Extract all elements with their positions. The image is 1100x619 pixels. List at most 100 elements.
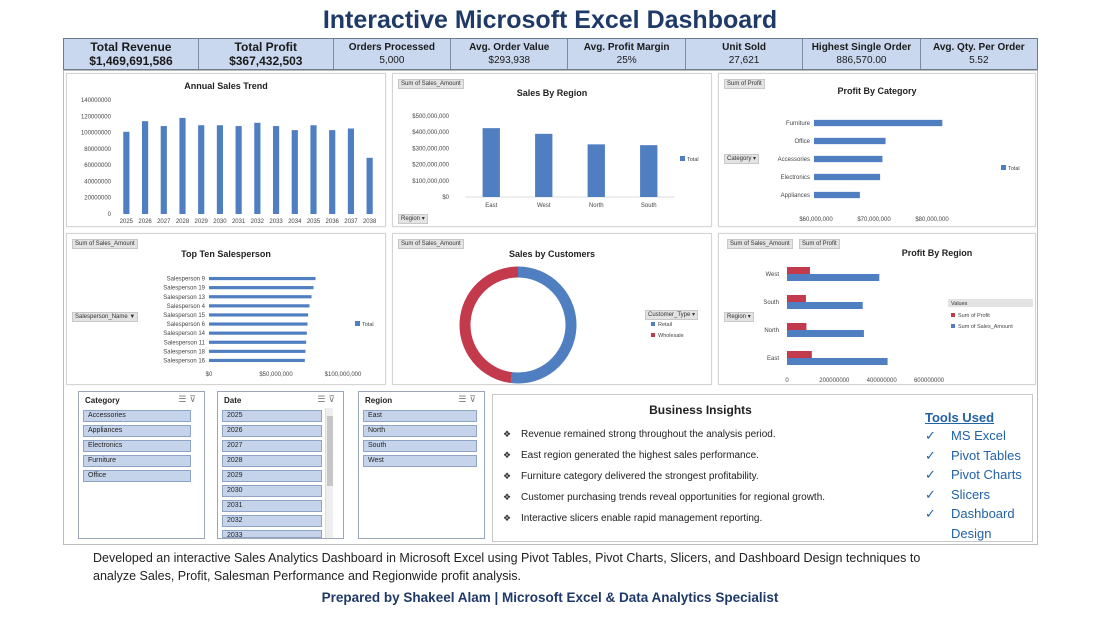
value-field-button[interactable]: Sum of Sales_Amount (398, 79, 464, 89)
category-slicer[interactable]: Category ☰⊽ Accessories Appliances Elect… (78, 391, 205, 539)
x-tick-label: 0 (785, 378, 789, 384)
x-tick-label: 400000000 (867, 378, 898, 384)
diamond-bullet-icon: ❖ (503, 429, 512, 439)
slicer-item[interactable]: 2030 (222, 485, 322, 497)
value-field-button[interactable]: Sum of Profit (724, 79, 765, 89)
slicer-item[interactable]: Office (83, 470, 191, 482)
multi-select-icon[interactable]: ☰ (458, 394, 470, 404)
slicer-toolbar: ☰⊽ (317, 394, 338, 405)
insight-text: East region generated the highest sales … (521, 450, 759, 461)
bar (787, 351, 812, 358)
value-field-button[interactable]: Sum of Sales_Amount (398, 239, 464, 249)
bar (814, 155, 883, 163)
kpi-value: 5,000 (379, 55, 405, 66)
legend-label: Sum of Profit (958, 313, 990, 319)
bar (141, 121, 149, 214)
sales-by-customers-chart[interactable]: Sum of Sales_Amount Sales by Customers R… (392, 233, 712, 385)
slicer-item[interactable]: Furniture (83, 455, 191, 467)
insight-text: Interactive slicers enable rapid managem… (521, 513, 763, 524)
tool-label: Slicers (951, 486, 991, 502)
profit-by-region-plot: West South North East 0 200000000 400000000 600… (763, 267, 1033, 384)
clear-filter-icon[interactable]: ⊽ (189, 394, 199, 404)
tools-used-list: Tools Used ✓ MS Excel ✓ Pivot Tables ✓ Pivo… (925, 409, 1035, 543)
slicer-item[interactable]: South (363, 440, 477, 452)
kpi-label: Total Profit (234, 40, 297, 54)
dashboard-title: Interactive Microsoft Excel Dashboard (322, 6, 778, 34)
tool-label: MS Excel (951, 428, 1006, 443)
x-tick-label: 2033 (269, 219, 283, 225)
profit-by-region-chart[interactable]: Sum of Sales_Amount Sum of Profit Profit… (718, 233, 1036, 385)
slicer-item[interactable]: 2027 (222, 440, 322, 452)
multi-select-icon[interactable]: ☰ (178, 394, 190, 404)
y-tick-label: $0 (442, 195, 449, 201)
slicer-item[interactable]: 2025 (222, 410, 322, 422)
bar (272, 126, 280, 214)
legend-swatch (951, 313, 955, 317)
x-tick-label: East (485, 203, 497, 209)
slicer-item[interactable]: East (363, 410, 477, 422)
axis-field-button[interactable]: Category ▾ (724, 154, 760, 164)
check-icon: ✓ (925, 506, 936, 521)
x-tick-label: $100,000,000 (325, 372, 362, 378)
slicer-item[interactable]: Accessories (83, 410, 191, 422)
clear-filter-icon[interactable]: ⊽ (469, 394, 479, 404)
bar (198, 125, 205, 214)
x-tick-label: 600000000 (914, 378, 945, 384)
y-tick-label: Salesperson 16 (163, 358, 205, 364)
slicer-item[interactable]: North (363, 425, 477, 437)
axis-field-button[interactable]: Region ▾ (398, 214, 428, 224)
value-field-button[interactable]: Sum of Sales_Amount (72, 239, 138, 249)
tool-item: ✓ Pivot Tables (925, 446, 1035, 466)
y-tick-label: $500,000,000 (412, 114, 449, 120)
y-tick-label: Salesperson 4 (167, 304, 206, 310)
x-tick-label: 2030 (213, 219, 227, 225)
axis-field-button[interactable]: Region ▾ (724, 312, 754, 322)
profit-by-category-chart[interactable]: Sum of Profit Profit By Category Furnitu… (718, 73, 1036, 227)
clear-filter-icon[interactable]: ⊽ (328, 394, 338, 404)
annual-sales-trend-chart[interactable]: Annual Sales Trend 0 20000000 40000000 6000… (66, 73, 386, 227)
doughnut-slice (459, 266, 519, 384)
bar (209, 295, 312, 299)
slicer-item[interactable]: 2032 (222, 515, 322, 527)
value-field-button[interactable]: Sum of Sales_Amount (727, 239, 793, 249)
scrollbar-thumb[interactable] (327, 416, 333, 486)
x-tick-label: $80,000,000 (915, 217, 949, 223)
x-tick-label: $70,000,000 (857, 217, 891, 223)
slicer-item[interactable]: Appliances (83, 425, 191, 437)
y-tick-label: East (767, 356, 779, 362)
slicer-item[interactable]: Electronics (83, 440, 191, 452)
y-tick-label: 0 (108, 212, 112, 218)
y-tick-label: Salesperson 9 (167, 277, 206, 283)
y-tick-label: Salesperson 19 (163, 286, 205, 292)
x-tick-label: 2035 (307, 219, 321, 225)
slicer-item[interactable]: 2031 (222, 500, 322, 512)
x-tick-label: 2026 (138, 219, 152, 225)
slicer-item[interactable]: West (363, 455, 477, 467)
axis-field-label: Category (727, 156, 752, 162)
x-tick-label: 2027 (157, 219, 171, 225)
author-credit: Prepared by Shakeel Alam | Microsoft Exc… (321, 590, 779, 605)
slicer-item[interactable]: 2028 (222, 455, 322, 467)
legend-label: Total (1008, 166, 1020, 172)
slicer-scrollbar[interactable] (325, 408, 333, 538)
x-tick-label: $50,000,000 (259, 372, 293, 378)
slicer-item[interactable]: 2033 (222, 530, 322, 538)
chart-title: Sales by Customers (508, 249, 596, 259)
y-tick-label: Electronics (781, 175, 810, 181)
slicer-item[interactable]: 2029 (222, 470, 322, 482)
axis-field-button[interactable]: Customer_Type ▾ (645, 310, 699, 320)
y-tick-label: 140000000 (81, 98, 112, 104)
sales-by-region-chart[interactable]: Sum of Sales_Amount Sales By Region $0 $1… (392, 73, 712, 227)
axis-field-button[interactable]: Salesperson_Name ▼ (72, 312, 139, 322)
multi-select-icon[interactable]: ☰ (317, 394, 329, 404)
y-tick-label: Furniture (786, 121, 811, 127)
kpi-label: Highest Single Order (811, 42, 912, 53)
kpi-label: Avg. Profit Margin (583, 42, 670, 53)
date-slicer[interactable]: Date ☰⊽ 2025 2026 2027 2028 2029 2030 20… (217, 391, 344, 539)
diamond-bullet-icon: ❖ (503, 513, 512, 523)
slicer-item[interactable]: 2026 (222, 425, 322, 437)
top-ten-salesperson-chart[interactable]: Sum of Sales_Amount Top Ten Salesperson … (66, 233, 386, 385)
top-ten-salesperson-plot: Salesperson 9 Salesperson 19 Salesperson 1… (163, 277, 373, 378)
value-field-button-2[interactable]: Sum of Profit (799, 239, 840, 249)
region-slicer[interactable]: Region ☰⊽ East North South West (358, 391, 485, 539)
